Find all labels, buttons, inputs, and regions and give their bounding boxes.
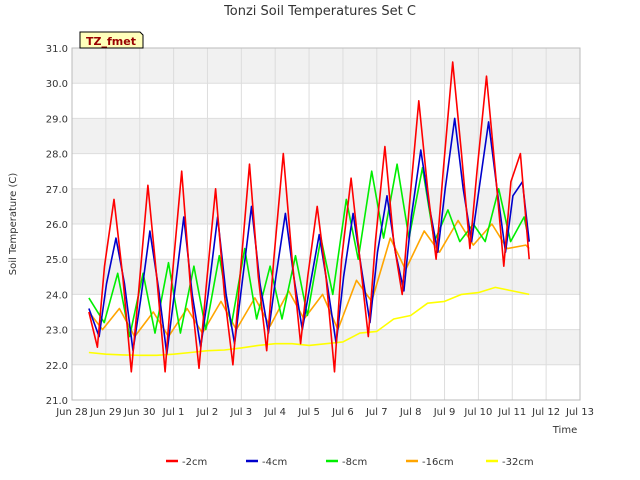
legend-label: -2cm [182, 457, 207, 468]
y-tick-label: 21.0 [46, 396, 68, 407]
x-axis-label: Time [552, 425, 577, 436]
chart-title: Tonzi Soil Temperatures Set C [223, 4, 416, 19]
plot-band [72, 188, 580, 224]
legend: -2cm -4cm -8cm -16cm -32cm [166, 457, 534, 468]
y-tick-label: 26.0 [46, 220, 68, 231]
legend-item: -16cm [406, 457, 454, 468]
x-tick-label: Jul 11 [497, 407, 526, 418]
y-axis-tick-labels: 21.0 22.0 23.0 24.0 25.0 26.0 27.0 28.0 29.0 30.0… [46, 44, 68, 407]
y-tick-label: 25.0 [46, 255, 68, 266]
x-tick-label: Jul 1 [162, 407, 185, 418]
y-tick-label: 29.0 [46, 114, 68, 125]
y-tick-label: 22.0 [46, 361, 68, 372]
plot-band [72, 118, 580, 154]
x-tick-label: Jul 12 [531, 407, 560, 418]
legend-label: -16cm [422, 457, 454, 468]
y-axis-label: Soil Temperature (C) [8, 173, 19, 276]
x-tick-label: Jul 8 [399, 407, 422, 418]
annotation-label: TZ_fmet [86, 35, 136, 48]
annotation-badge: TZ_fmet [79, 31, 144, 49]
x-tick-label: Jul 5 [297, 407, 320, 418]
x-tick-label: Jul 3 [230, 407, 253, 418]
legend-item: -4cm [246, 457, 287, 468]
y-tick-label: 31.0 [46, 44, 68, 55]
plot-band [72, 364, 580, 400]
x-tick-label: Jun 28 [55, 407, 88, 418]
x-tick-label: Jul 4 [263, 407, 286, 418]
y-tick-label: 27.0 [46, 185, 68, 196]
legend-item: -32cm [486, 457, 534, 468]
legend-label: -8cm [342, 457, 367, 468]
legend-item: -8cm [326, 457, 367, 468]
y-tick-label: 28.0 [46, 150, 68, 161]
plot-band [72, 153, 580, 189]
x-tick-label: Jul 9 [433, 407, 456, 418]
plot-frame [71, 47, 581, 401]
legend-label: -4cm [262, 457, 287, 468]
plot-background [72, 48, 580, 400]
plot-band [72, 48, 580, 84]
x-tick-label: Jul 6 [331, 407, 354, 418]
series-lines [88, 61, 530, 373]
y-tick-label: 24.0 [46, 290, 68, 301]
y-tick-label: 23.0 [46, 326, 68, 337]
x-tick-label: Jul 2 [196, 407, 219, 418]
series-line-8cm [88, 163, 530, 338]
legend-item: -2cm [166, 457, 207, 468]
x-tick-label: Jun 29 [89, 407, 122, 418]
plot-band [72, 83, 580, 119]
plot-band [72, 329, 580, 365]
x-tick-label: Jul 10 [463, 407, 492, 418]
x-tick-label: Jun 30 [123, 407, 156, 418]
series-line-32cm [88, 286, 530, 357]
x-tick-label: Jul 13 [565, 407, 594, 418]
y-tick-label: 30.0 [46, 79, 68, 90]
series-line-4cm [88, 117, 530, 356]
x-tick-label: Jul 7 [365, 407, 388, 418]
legend-label: -32cm [502, 457, 534, 468]
x-axis-tick-labels: Jun 28 Jun 29 Jun 30 Jul 1 Jul 2 Jul 3 Jul 4 Ju… [55, 407, 594, 418]
series-line-2cm [88, 61, 530, 373]
